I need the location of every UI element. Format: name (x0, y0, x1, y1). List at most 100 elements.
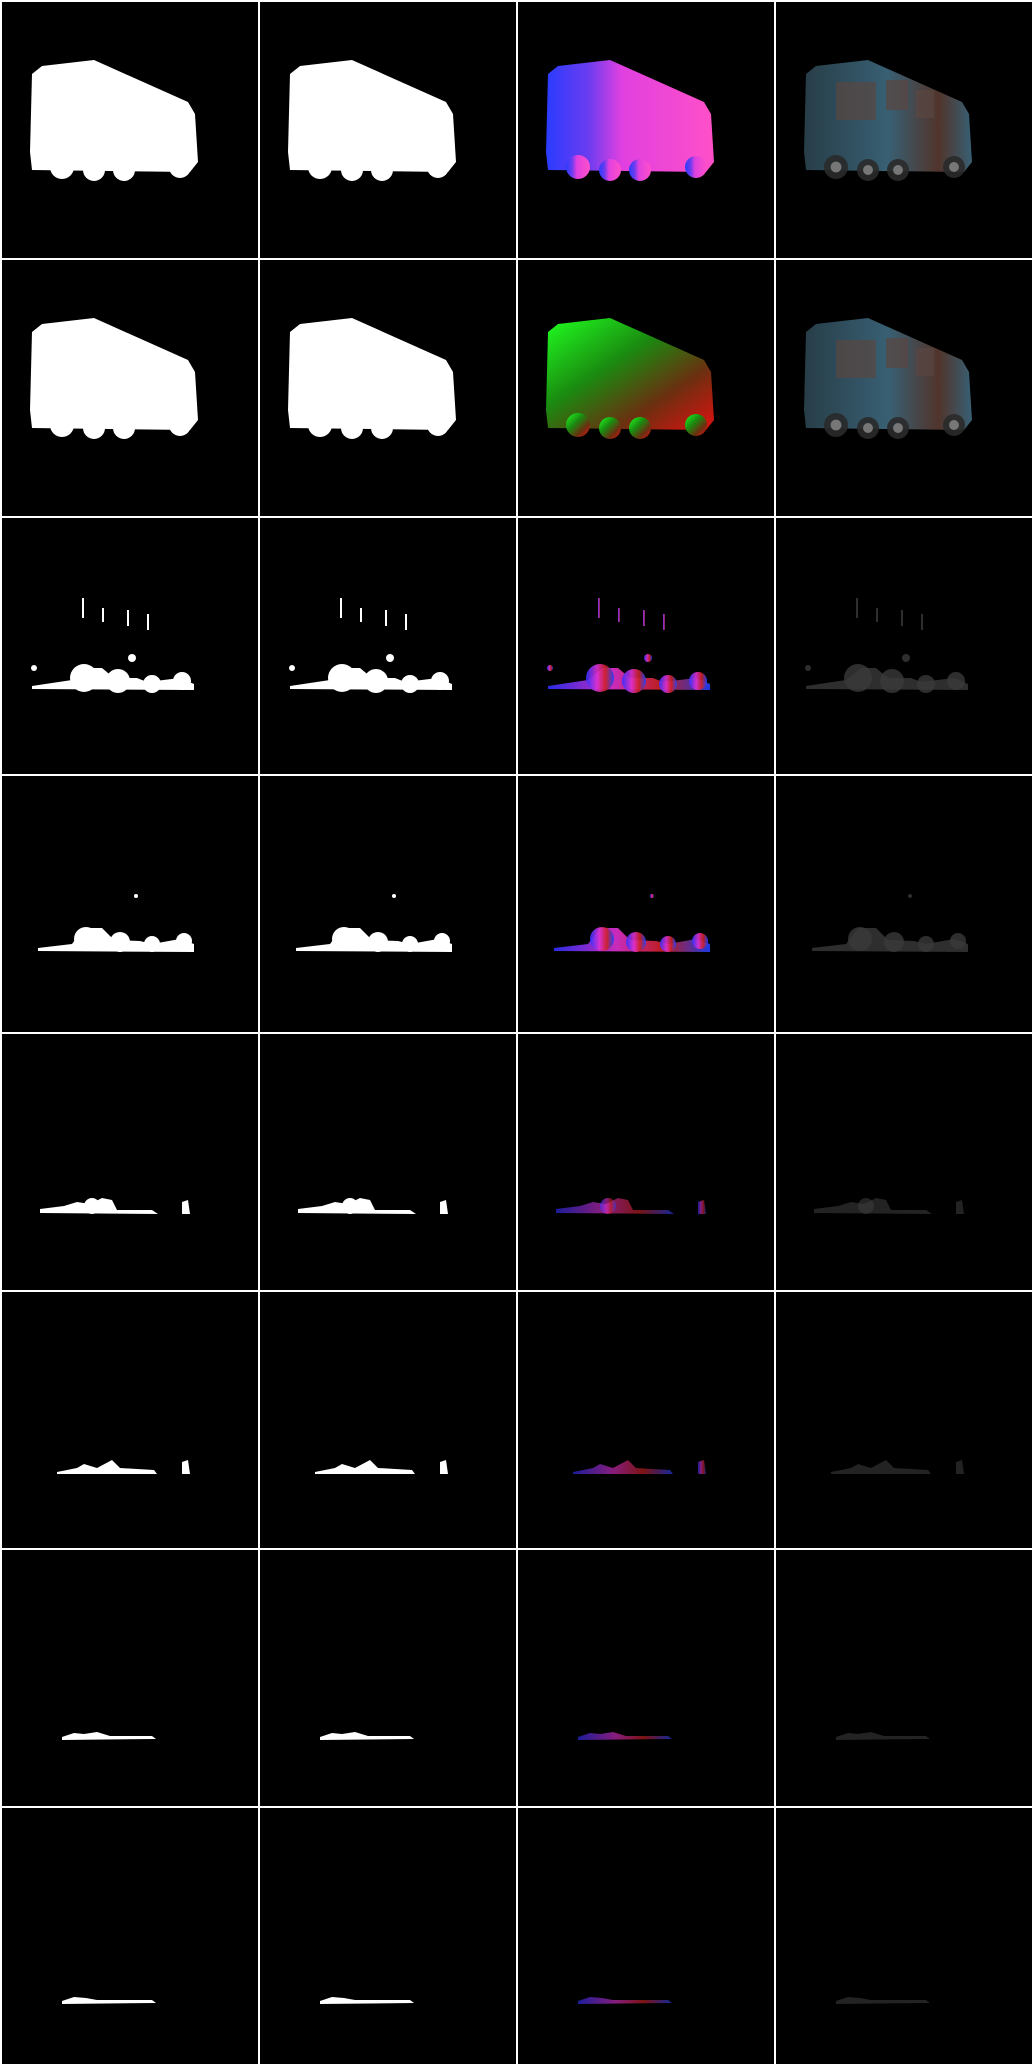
wheel (402, 936, 418, 952)
object-part (956, 1460, 964, 1474)
render-object (298, 1198, 448, 1214)
wheel (401, 675, 419, 693)
wheel (629, 159, 651, 181)
render-cell (260, 518, 516, 774)
render-cell (260, 1550, 516, 1806)
object-part (578, 1732, 672, 1740)
render-object (289, 598, 452, 693)
render-object (556, 1198, 706, 1214)
wheel (308, 413, 332, 437)
object-part (440, 1200, 448, 1214)
object-part (836, 1732, 930, 1740)
wheel (113, 417, 135, 439)
object-part (921, 614, 923, 630)
hub (830, 419, 842, 431)
render-cell (2, 1808, 258, 2064)
object-part (956, 1200, 964, 1214)
render-object (814, 1198, 964, 1214)
render-object (546, 318, 714, 439)
render-cell (776, 1034, 1032, 1290)
wheel (371, 417, 393, 439)
wheel (950, 933, 966, 949)
render-object (288, 318, 456, 439)
render-cell (260, 776, 516, 1032)
object-part (360, 608, 362, 622)
object-part (182, 1200, 190, 1214)
wheel (858, 1198, 874, 1214)
wheel (590, 927, 614, 951)
object-part (320, 1997, 414, 2004)
hub (949, 420, 959, 430)
wheel (622, 669, 646, 693)
window (886, 338, 908, 368)
wheel (341, 417, 363, 439)
render-object (315, 1460, 448, 1474)
render-object (30, 318, 198, 439)
object-part (856, 598, 858, 618)
wheel (364, 669, 388, 693)
render-cell (518, 776, 774, 1032)
render-cell (776, 1292, 1032, 1548)
wheel (689, 672, 707, 690)
wheel (134, 894, 138, 898)
object-part (127, 610, 129, 626)
render-object (546, 60, 714, 181)
hub (863, 423, 873, 433)
render-object (804, 318, 972, 439)
wheel (144, 936, 160, 952)
render-object (57, 1460, 190, 1474)
object-part (618, 608, 620, 622)
render-object (547, 598, 710, 693)
wheel (918, 936, 934, 952)
wheel (368, 932, 388, 952)
wheel (547, 665, 553, 671)
wheel (685, 156, 707, 178)
render-cell (260, 1808, 516, 2064)
wheel (884, 932, 904, 952)
wheel (566, 155, 590, 179)
hub (949, 162, 959, 172)
object-part (405, 614, 407, 630)
wheel (427, 156, 449, 178)
render-object (296, 894, 452, 952)
hub (893, 165, 903, 175)
object-part (182, 1460, 190, 1474)
hub (830, 161, 842, 173)
wheel (644, 654, 652, 662)
render-object (831, 1460, 964, 1474)
object-part (663, 614, 665, 630)
wheel (626, 932, 646, 952)
wheel (599, 159, 621, 181)
wheel (692, 933, 708, 949)
wheel (83, 159, 105, 181)
object-part (147, 614, 149, 630)
render-cell (776, 776, 1032, 1032)
object-part (643, 610, 645, 626)
render-cell (260, 1292, 516, 1548)
render-cell (260, 1034, 516, 1290)
object-part (30, 318, 198, 430)
wheel (83, 417, 105, 439)
wheel (342, 1198, 358, 1214)
render-cell (2, 1292, 258, 1548)
render-cell (2, 776, 258, 1032)
wheel (308, 155, 332, 179)
object-part (62, 1997, 156, 2004)
wheel (805, 665, 811, 671)
window (836, 340, 876, 378)
wheel (386, 654, 394, 662)
object-part (57, 1460, 157, 1474)
wheel (659, 675, 677, 693)
render-object (578, 1732, 672, 1740)
wheel (341, 159, 363, 181)
object-part (288, 318, 456, 430)
render-object (31, 598, 194, 693)
wheel (110, 932, 130, 952)
render-object (30, 60, 198, 181)
render-cell (2, 1034, 258, 1290)
wheel (289, 665, 295, 671)
wheel (143, 675, 161, 693)
wheel (917, 675, 935, 693)
hub (893, 423, 903, 433)
